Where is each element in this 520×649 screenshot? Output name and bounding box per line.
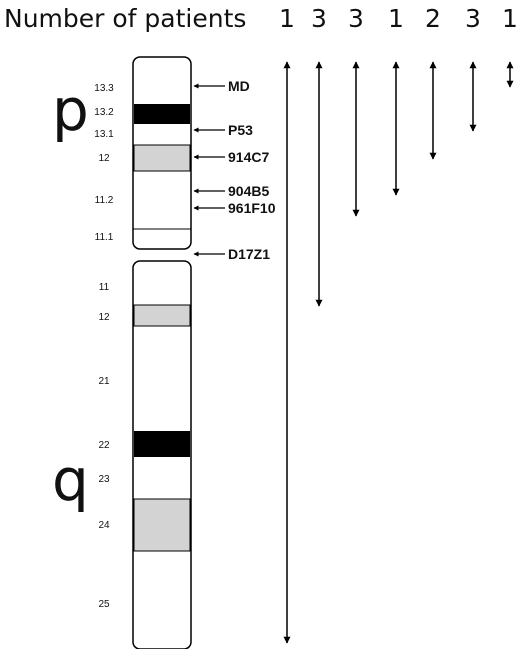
p-band-labels: 13.3 13.2 13.1 12 11.2 11.1 bbox=[94, 83, 114, 243]
marker-label-904b5: 904B5 bbox=[228, 183, 269, 199]
marker-label-p53: P53 bbox=[228, 122, 253, 138]
patient-count-6: 3 bbox=[465, 4, 481, 33]
band-label: 25 bbox=[98, 599, 110, 610]
band-q22 bbox=[134, 431, 190, 457]
marker-pointers bbox=[193, 83, 225, 257]
patient-count-5: 2 bbox=[425, 4, 441, 33]
band-label: 21 bbox=[98, 376, 110, 387]
band-p12 bbox=[133, 144, 191, 172]
patient-count-4: 1 bbox=[388, 4, 404, 33]
band-label: 13.1 bbox=[94, 129, 114, 140]
band-label: 11.2 bbox=[95, 195, 114, 206]
marker-label-d17z1: D17Z1 bbox=[228, 246, 270, 262]
band-label: 24 bbox=[98, 520, 110, 531]
deletion-extent-arrows bbox=[283, 61, 514, 644]
marker-label-md: MD bbox=[228, 78, 250, 94]
p-arm-ideogram bbox=[132, 56, 192, 250]
band-label: 23 bbox=[98, 474, 110, 485]
band-label: 11 bbox=[99, 282, 110, 293]
patient-count-1: 1 bbox=[279, 4, 295, 33]
band-label: 22 bbox=[98, 440, 110, 451]
band-q12 bbox=[133, 304, 191, 327]
band-label: 11.1 bbox=[95, 232, 114, 243]
band-p13-2 bbox=[134, 104, 190, 124]
patient-count-3: 3 bbox=[348, 4, 364, 33]
patient-count-2: 3 bbox=[311, 4, 327, 33]
q-arm-ideogram bbox=[132, 260, 192, 649]
band-q24 bbox=[133, 498, 191, 552]
q-band-labels: 11 12 21 22 23 24 25 bbox=[98, 282, 110, 610]
patient-count-7: 1 bbox=[502, 4, 518, 33]
band-label: 13.3 bbox=[94, 83, 114, 94]
marker-label-961f10: 961F10 bbox=[228, 200, 276, 216]
band-label: 12 bbox=[98, 153, 110, 164]
band-label: 13.2 bbox=[94, 107, 114, 118]
marker-label-914c7: 914C7 bbox=[228, 149, 269, 165]
patient-counts: 1 3 3 1 2 3 1 bbox=[279, 4, 518, 33]
q-arm-label: q bbox=[52, 446, 89, 514]
band-label: 12 bbox=[98, 312, 110, 323]
marker-labels: MD P53 914C7 904B5 961F10 D17Z1 bbox=[228, 78, 276, 262]
p-arm-label: p bbox=[52, 76, 89, 144]
header-label: Number of patients bbox=[4, 4, 246, 33]
